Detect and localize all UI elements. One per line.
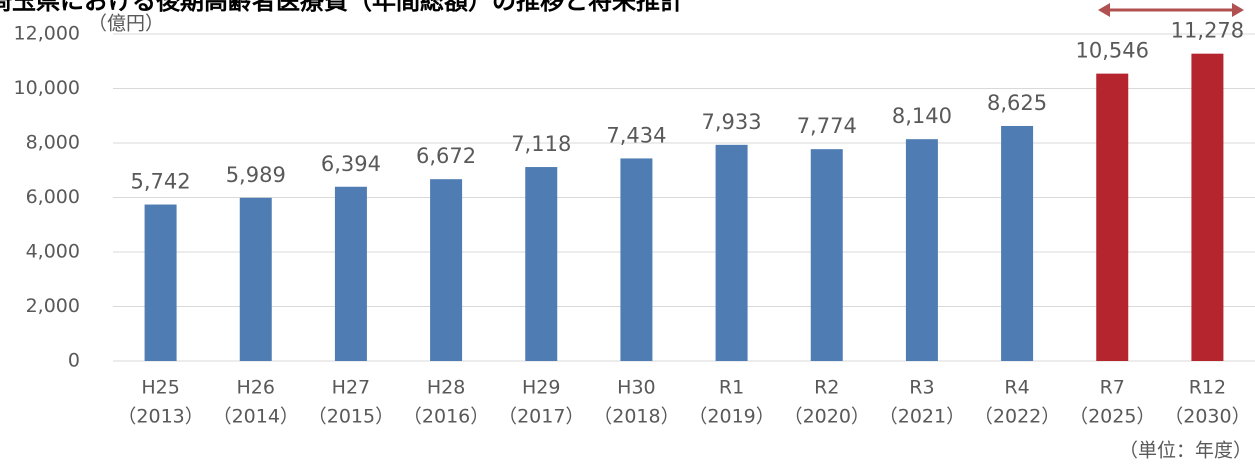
data-label: 7,434	[606, 123, 666, 147]
x-tick-label: （2021）	[879, 406, 965, 428]
data-label: 6,394	[321, 152, 381, 176]
bar	[810, 149, 843, 361]
data-label: 7,118	[511, 132, 571, 156]
y-tick-label: 0	[68, 350, 80, 372]
x-tick-label: H29	[522, 377, 560, 399]
y-tick-label: 4,000	[26, 241, 80, 263]
y-tick-label: 10,000	[14, 77, 80, 99]
y-tick-label: 8,000	[26, 132, 80, 154]
chart-title: 埼玉県における後期高齢者医療費（年間総額）の推移と将来推計	[0, 0, 684, 15]
x-unit: （単位：年度）	[1119, 440, 1252, 462]
x-tick-label: （2018）	[593, 406, 679, 428]
y-unit: （億円）	[88, 13, 164, 35]
data-label: 6,672	[416, 144, 476, 168]
data-label: 8,140	[892, 104, 952, 128]
bar	[1001, 125, 1034, 361]
x-tick-label: R1	[719, 377, 744, 399]
bar	[525, 167, 558, 361]
x-tick-label: （2022）	[974, 406, 1060, 428]
data-label: 10,546	[1076, 39, 1149, 63]
bar	[144, 204, 177, 361]
x-tick-label: H27	[332, 377, 370, 399]
x-tick-label: R7	[1100, 377, 1125, 399]
bar	[1096, 73, 1129, 362]
x-tick-label: （2015）	[308, 406, 394, 428]
x-tick-label: H30	[617, 377, 655, 399]
y-tick-label: 6,000	[26, 186, 80, 208]
bar	[715, 144, 748, 361]
bar	[239, 197, 272, 361]
x-tick-label: （2017）	[498, 406, 584, 428]
x-tick-label: H26	[237, 377, 275, 399]
data-label: 11,278	[1171, 19, 1244, 43]
x-tick-label: R4	[1004, 377, 1029, 399]
x-tick-label: （2013）	[117, 406, 203, 428]
bar	[905, 139, 938, 361]
x-tick-label: （2014）	[213, 406, 299, 428]
data-label: 5,742	[131, 170, 191, 194]
x-tick-label: （2025）	[1069, 406, 1155, 428]
data-label: 7,774	[797, 114, 857, 138]
x-tick-label: （2016）	[403, 406, 489, 428]
data-label: 7,933	[702, 110, 762, 134]
x-tick-label: （2020）	[784, 406, 870, 428]
x-tick-label: （2030）	[1164, 406, 1250, 428]
data-label: 8,625	[987, 91, 1047, 115]
x-tick-label: H28	[427, 377, 465, 399]
range-arrow	[1098, 3, 1244, 17]
bar	[1191, 53, 1224, 361]
y-tick-label: 2,000	[26, 295, 80, 317]
bar	[334, 186, 367, 361]
x-tick-label: R12	[1189, 377, 1226, 399]
bar	[430, 179, 463, 361]
x-tick-label: （2019）	[688, 406, 774, 428]
bar	[620, 158, 653, 361]
x-tick-label: H25	[141, 377, 179, 399]
y-tick-label: 12,000	[14, 23, 80, 45]
x-tick-label: R2	[814, 377, 839, 399]
x-tick-label: R3	[909, 377, 934, 399]
data-label: 5,989	[226, 163, 286, 187]
